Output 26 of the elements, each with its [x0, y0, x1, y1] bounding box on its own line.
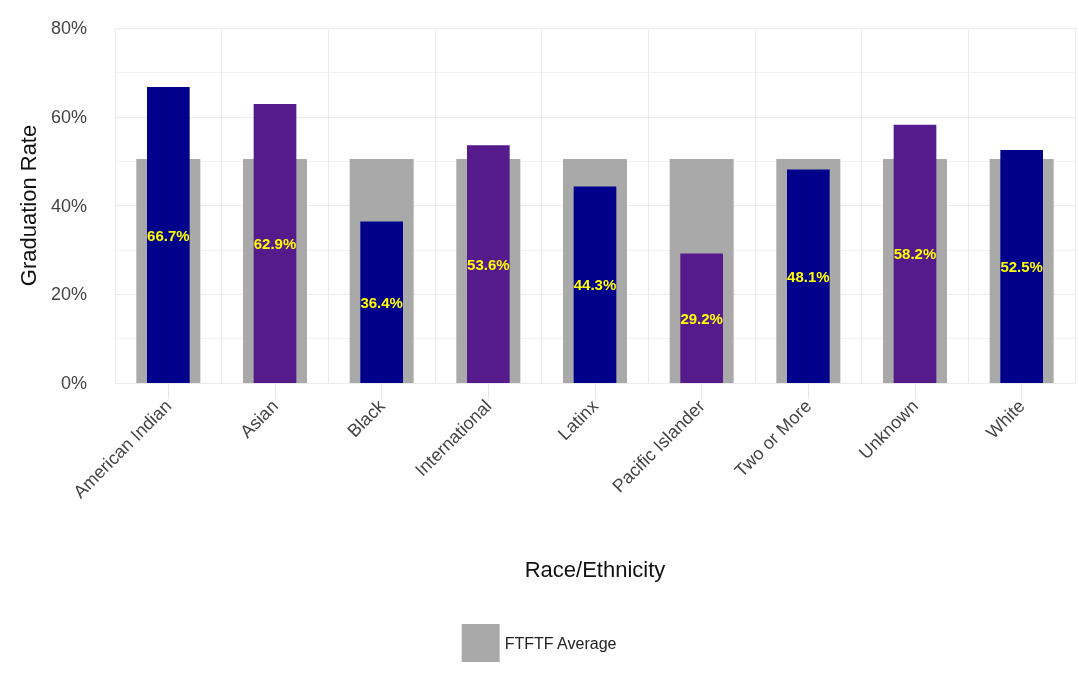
data-label: 66.7%: [147, 226, 190, 244]
data-label: 62.9%: [253, 234, 297, 252]
data-label: 44.3%: [573, 276, 617, 294]
bar: [253, 103, 297, 383]
data-label: 58.2%: [893, 245, 937, 263]
bar: [147, 87, 190, 383]
bar: [893, 124, 937, 383]
y-axis-title: Graduation Rate: [15, 124, 41, 287]
x-axis-title: Race/Ethnicity: [524, 556, 666, 582]
y-tick-label: 80%: [50, 18, 87, 38]
y-tick-label: 60%: [50, 106, 87, 127]
y-tick-label: 0%: [60, 373, 87, 393]
bar: [680, 253, 723, 383]
y-tick-label: 20%: [50, 284, 87, 305]
bar: [787, 169, 830, 383]
bar: [1000, 150, 1043, 383]
data-label: 36.4%: [360, 293, 403, 311]
data-label: 53.6%: [467, 255, 510, 273]
bar: [573, 186, 617, 383]
y-tick-label: 40%: [50, 195, 87, 216]
data-label: 52.5%: [1000, 258, 1043, 276]
bar: [467, 145, 510, 383]
data-label: 29.2%: [680, 309, 723, 327]
legend-label: FTFTF Average: [504, 634, 617, 652]
data-label: 48.1%: [787, 267, 830, 285]
bar: [360, 221, 403, 383]
